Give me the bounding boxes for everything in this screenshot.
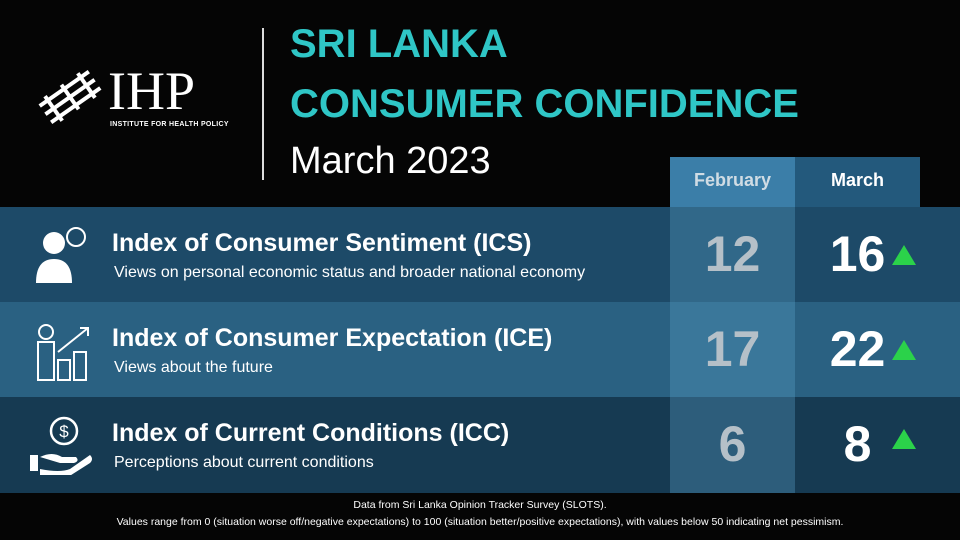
footer-note: Values range from 0 (situation worse off… <box>116 516 844 528</box>
value: 22 <box>829 321 886 377</box>
icon <box>36 227 86 283</box>
logo-text: IHP <box>108 61 196 121</box>
row-title: Index of Current Conditions (ICC) <box>112 419 510 447</box>
row-title: Index of Consumer Expectation (ICE) <box>112 324 553 352</box>
subtitle: March 2023 <box>290 140 491 182</box>
footer-note: Data from Sri Lanka Opinion Tracker Surv… <box>353 499 607 511</box>
up-arrow <box>892 245 916 265</box>
row-description: Views about the future <box>114 359 273 376</box>
row-description: Perceptions about current conditions <box>114 454 374 471</box>
title: SRI LANKA <box>290 22 508 66</box>
table-row: Index of Consumer Expectation (ICE) View… <box>0 302 960 397</box>
svg-text:$: $ <box>59 422 69 441</box>
table-row: Index of Consumer Sentiment (ICS) Views … <box>0 207 960 302</box>
value: 6 <box>670 397 795 493</box>
value: 8 <box>843 416 872 472</box>
value: 17 <box>670 302 795 397</box>
column-header: February <box>670 157 795 207</box>
logo-subtitle: INSTITUTE FOR HEALTH POLICY <box>110 121 229 128</box>
column-header: March <box>795 157 920 207</box>
divider <box>262 28 264 180</box>
value: 12 <box>670 207 795 302</box>
icon: $ <box>30 416 92 475</box>
row-title: Index of Consumer Sentiment (ICS) <box>112 229 532 257</box>
up-arrow <box>892 429 916 449</box>
title: CONSUMER CONFIDENCE <box>290 82 799 126</box>
up-arrow <box>892 340 916 360</box>
table-row: $ Index of Current Conditions (ICC) Perc… <box>0 397 960 493</box>
logo-mark <box>38 69 102 125</box>
value: 16 <box>829 226 886 282</box>
icon <box>37 324 89 381</box>
row-description: Views on personal economic status and br… <box>114 264 586 281</box>
